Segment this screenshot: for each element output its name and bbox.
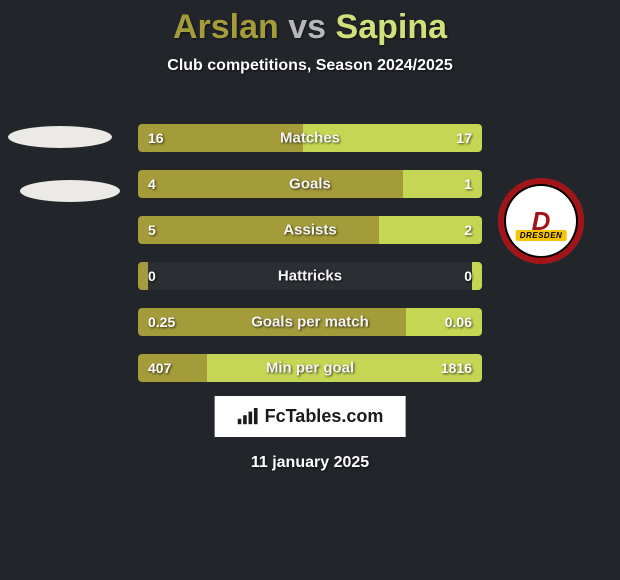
left-badge-ellipse: [8, 126, 112, 148]
stat-label: Matches: [280, 130, 340, 147]
stat-label: Goals: [289, 176, 331, 193]
bar-chart-icon: [237, 408, 259, 426]
stat-bar-right: [472, 262, 482, 290]
stat-value-right: 17: [456, 130, 472, 146]
stat-value-right: 1816: [441, 360, 472, 376]
left-badge-ellipse: [20, 180, 120, 202]
stat-row: 16 17 Matches: [138, 124, 482, 152]
club-logo-ring: D DRESDEN: [498, 178, 584, 264]
date-label: 11 january 2025: [251, 454, 369, 472]
stat-label: Hattricks: [278, 268, 342, 285]
stat-row: 5 2 Assists: [138, 216, 482, 244]
stat-value-right: 0: [464, 268, 472, 284]
stat-bar-left: [138, 170, 403, 198]
stat-row: 4 1 Goals: [138, 170, 482, 198]
stat-label: Min per goal: [266, 360, 354, 377]
stat-label: Assists: [283, 222, 336, 239]
stat-label: Goals per match: [251, 314, 369, 331]
stat-value-left: 407: [148, 360, 171, 376]
club-logo-band: DRESDEN: [516, 230, 567, 241]
stat-value-left: 16: [148, 130, 164, 146]
title-right: Sapina: [336, 8, 447, 46]
club-logo-inner: D DRESDEN: [511, 191, 571, 251]
page-title: Arslan vs Sapina: [0, 0, 620, 47]
stat-bar-left: [138, 262, 148, 290]
brand-box[interactable]: FcTables.com: [215, 396, 406, 437]
stat-row: 0.25 0.06 Goals per match: [138, 308, 482, 336]
subtitle: Club competitions, Season 2024/2025: [0, 57, 620, 75]
stat-row: 0 0 Hattricks: [138, 262, 482, 290]
stat-value-left: 5: [148, 222, 156, 238]
stat-value-right: 1: [464, 176, 472, 192]
stat-value-right: 2: [464, 222, 472, 238]
brand-text: FcTables.com: [265, 406, 384, 427]
stat-bar-left: [138, 216, 379, 244]
stats-panel: 16 17 Matches 4 1 Goals 5 2 Assists 0 0 Hattricks 0.…: [138, 124, 482, 400]
club-logo-right: D DRESDEN: [498, 178, 584, 264]
stat-value-left: 0.25: [148, 314, 175, 330]
title-vs: vs: [288, 8, 326, 46]
stat-row: 407 1816 Min per goal: [138, 354, 482, 382]
stat-value-left: 4: [148, 176, 156, 192]
stat-value-right: 0.06: [445, 314, 472, 330]
title-left: Arslan: [173, 8, 279, 46]
stat-value-left: 0: [148, 268, 156, 284]
